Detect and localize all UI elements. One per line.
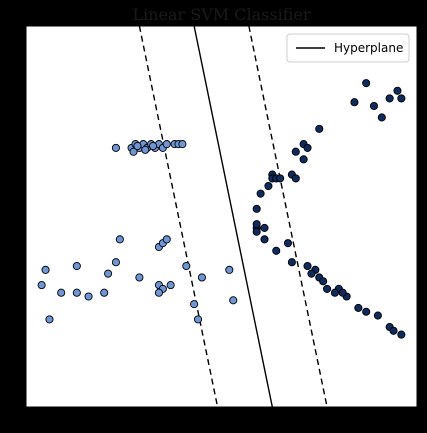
chart-title: Linear SVM Classifier [133, 5, 311, 24]
data-point-light [111, 143, 120, 152]
data-point-light [129, 147, 138, 156]
data-point-dark [397, 94, 406, 103]
data-point-dark [252, 220, 261, 229]
legend-label-hyperplane: Hyperplane [334, 41, 403, 55]
data-point-light [45, 315, 54, 324]
data-point-light [154, 288, 163, 297]
data-point-dark [291, 174, 300, 183]
data-point-light [37, 281, 46, 290]
data-point-dark [362, 79, 371, 88]
legend: Hyperplane [286, 33, 410, 63]
data-point-dark [264, 181, 273, 191]
data-point-dark [350, 98, 359, 107]
scatter-points [37, 79, 406, 339]
data-point-light [149, 141, 158, 151]
data-point-dark [354, 303, 363, 312]
data-point-dark [393, 86, 402, 95]
data-point-dark [385, 94, 394, 103]
data-point-light [178, 140, 187, 149]
data-point-dark [397, 330, 406, 339]
data-point-dark [338, 288, 347, 297]
data-point-light [197, 273, 206, 282]
data-point-light [162, 235, 171, 244]
data-point-dark [369, 101, 379, 111]
data-point-light [41, 265, 50, 274]
data-point-dark [256, 189, 265, 198]
data-point-light [190, 300, 199, 309]
data-point-light [225, 265, 234, 274]
data-point-light [72, 288, 81, 297]
data-point-dark [315, 124, 324, 133]
data-point-dark [362, 307, 371, 316]
data-point-light [135, 273, 144, 282]
data-point-dark [291, 147, 300, 156]
data-point-dark [283, 239, 293, 248]
data-point-light [182, 261, 191, 271]
data-point-dark [303, 143, 312, 152]
data-point-dark [252, 204, 261, 213]
data-point-light [193, 315, 203, 324]
margin-upper-line [248, 25, 328, 408]
data-point-dark [272, 246, 281, 255]
data-point-dark [389, 326, 398, 335]
data-point-light [111, 258, 120, 267]
data-point-dark [330, 288, 339, 297]
data-point-light [84, 292, 93, 301]
data-point-dark [260, 235, 269, 244]
data-point-light [141, 145, 150, 154]
data-point-light [57, 288, 66, 297]
data-point-dark [307, 269, 316, 278]
data-point-dark [377, 113, 386, 122]
data-point-dark [260, 223, 269, 232]
data-point-light [162, 140, 171, 149]
data-point-dark [319, 277, 328, 286]
legend-box [286, 33, 410, 63]
hyperplane-line [193, 25, 274, 408]
data-point-light [72, 261, 81, 271]
data-point-dark [299, 155, 308, 164]
data-point-dark [287, 258, 296, 267]
data-point-dark [276, 174, 285, 183]
data-point-dark [373, 311, 382, 320]
margin-lower-line [138, 25, 219, 408]
data-point-dark [252, 227, 261, 236]
data-point-dark [323, 284, 332, 293]
hyperplane-lines [138, 25, 328, 408]
data-point-light [229, 296, 238, 305]
data-point-light [133, 141, 142, 151]
data-point-dark [303, 261, 312, 271]
data-point-light [115, 235, 124, 244]
data-point-light [166, 281, 175, 290]
data-point-light [100, 288, 109, 297]
data-point-light [104, 269, 113, 278]
plot-area [25, 25, 418, 408]
